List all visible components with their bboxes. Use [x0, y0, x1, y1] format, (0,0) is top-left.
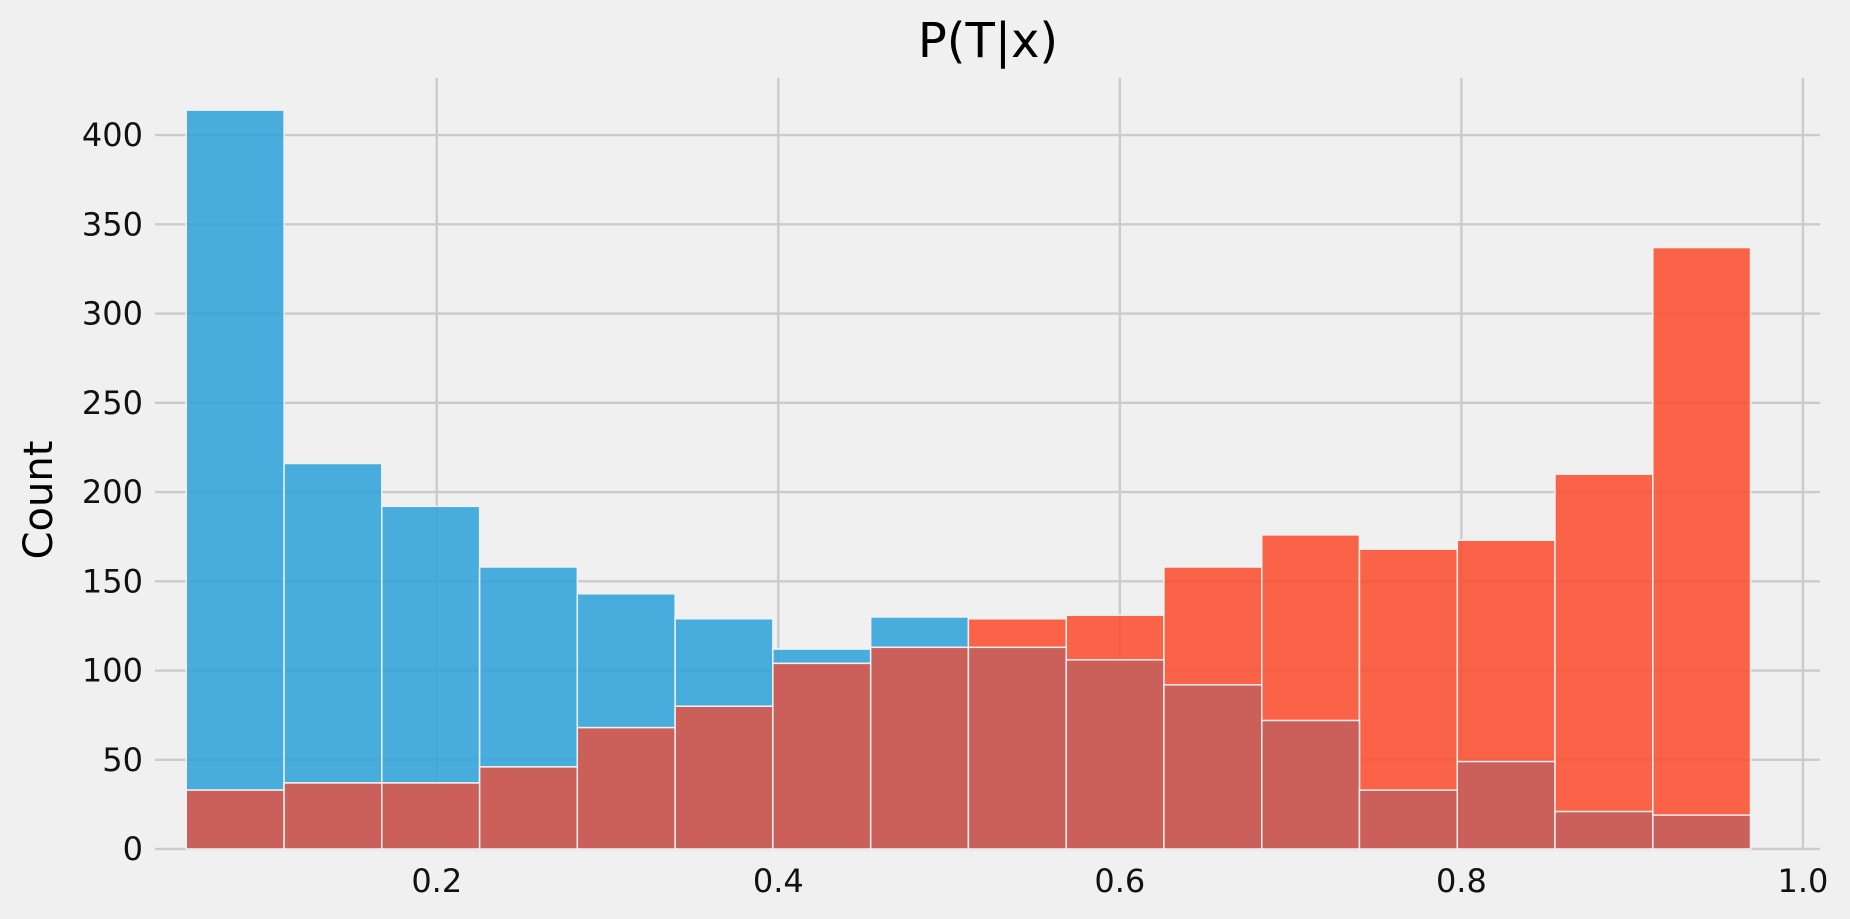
overlap-bar: [1358, 789, 1459, 850]
series-a-bar: [185, 109, 285, 850]
overlap-bar: [185, 789, 285, 850]
y-tick-label: 100: [82, 652, 143, 690]
x-tick-label: 0.8: [1436, 862, 1487, 900]
overlap-bar: [478, 766, 579, 850]
y-tick-label: 250: [82, 384, 143, 422]
overlap-bar: [1554, 810, 1654, 850]
overlap-bar: [1163, 684, 1263, 850]
overlap-bar: [1261, 719, 1361, 850]
overlap-bar: [1065, 659, 1165, 850]
histogram-bars: [185, 109, 1752, 850]
series-b-bar: [1652, 246, 1752, 850]
overlap-bar: [576, 726, 676, 850]
overlap-bar: [967, 646, 1067, 850]
y-tick-label: 50: [102, 741, 143, 779]
y-axis-label: Count: [16, 441, 62, 560]
y-tick-label: 350: [82, 205, 143, 243]
overlap-bar: [283, 782, 383, 850]
chart-title: P(T|x): [918, 13, 1058, 69]
y-tick-label: 0: [123, 830, 143, 868]
tick-labels: 0 50 100 150 200 250 300 350 400 0.2 0.4 0.6 0.8 1.0: [82, 116, 1828, 900]
y-tick-label: 400: [82, 116, 143, 154]
overlap-bar: [1652, 814, 1752, 850]
overlap-bar: [674, 705, 774, 850]
series-b-bar: [1554, 473, 1654, 850]
overlap-bar: [772, 662, 872, 850]
x-tick-label: 0.4: [753, 862, 804, 900]
y-tick-label: 200: [82, 473, 143, 511]
overlap-bar: [1456, 760, 1556, 850]
x-tick-label: 0.6: [1094, 862, 1145, 900]
x-tick-label: 1.0: [1777, 862, 1828, 900]
overlap-bar: [381, 782, 481, 850]
x-tick-label: 0.2: [411, 862, 462, 900]
overlap-bar: [869, 646, 970, 850]
y-tick-label: 300: [82, 295, 143, 333]
y-tick-label: 150: [82, 562, 143, 600]
